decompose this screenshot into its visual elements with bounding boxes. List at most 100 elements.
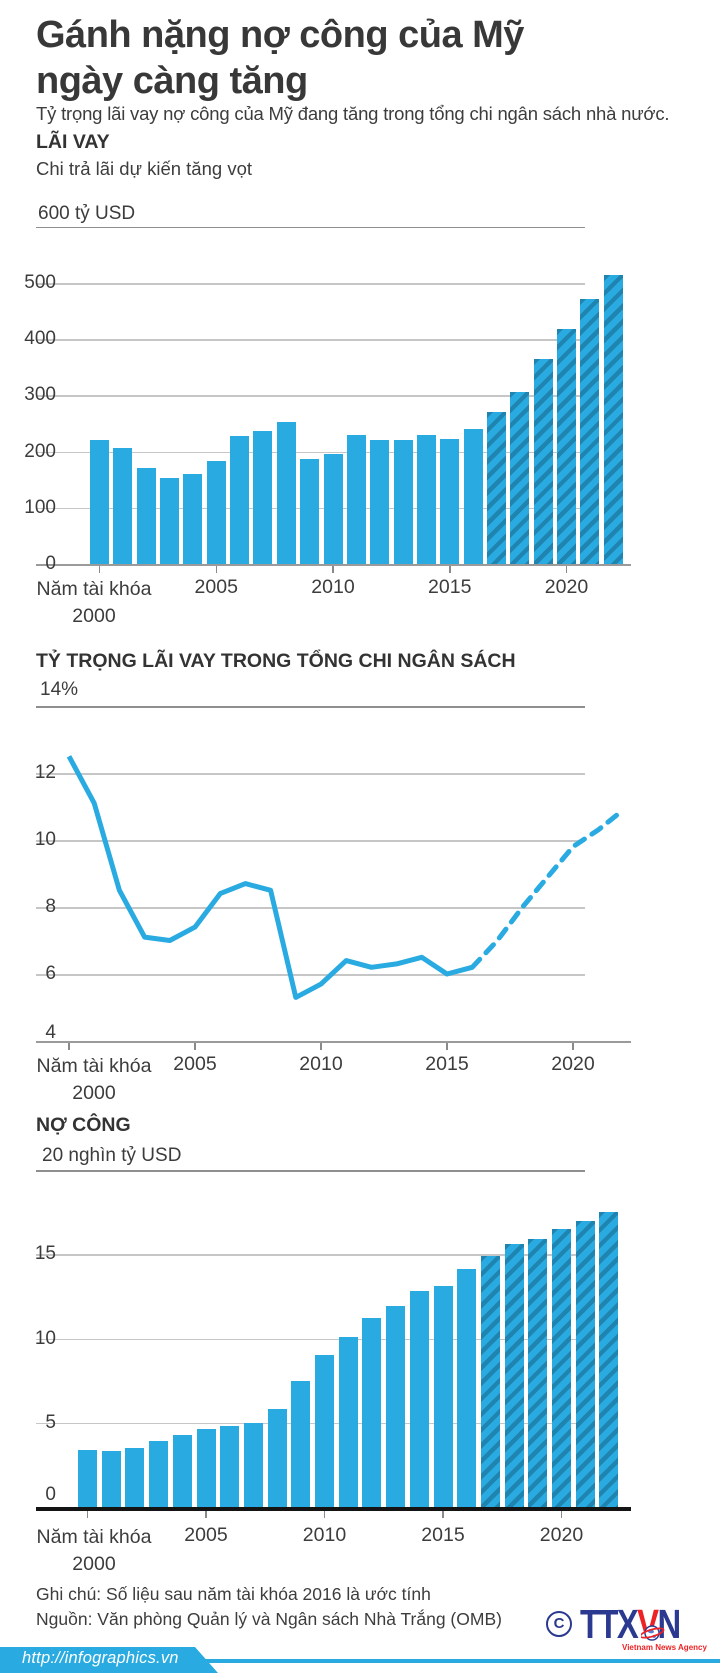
x-tick [323,1511,326,1518]
bar-chart-public-debt: 20 nghìn tỷ USD 5 10 15 0 Năm tài khóa 2000 200… [0,1130,720,1583]
bar-2012 [370,440,390,564]
bar-2009 [291,1380,311,1507]
y-tick-label: 200 [24,440,56,462]
bar-2022-estimated [599,1212,619,1507]
x-tick-label: 2000 [72,605,116,627]
x-tick-label: 2005 [194,576,238,598]
bar-2021-estimated [580,298,600,564]
logo-tagline: Vietnam News Agency [622,1643,707,1652]
bar-2022-estimated [603,274,623,564]
unit-label: 600 tỷ USD [38,203,136,224]
bar-2007 [243,1422,263,1507]
y-tick-label: 8 [45,896,56,917]
x-tick [442,1511,444,1518]
bar-2003 [149,1441,169,1507]
axis-caption: Năm tài khóa [36,578,152,600]
source-note: Nguồn: Văn phòng Quản lý và Ngân sách Nh… [36,1609,502,1629]
axis-caption: Năm tài khóa [36,1055,152,1077]
x-tick [215,565,217,573]
x-tick [194,1042,196,1050]
gridline-12 [36,773,585,775]
gridline-200 [36,451,585,454]
bar-2001 [113,448,133,564]
unit-label: 14% [40,679,79,700]
x-tick-label: 2010 [302,1524,347,1546]
section-subtitle-interest: Chi trả lãi dự kiến tăng vọt [36,158,252,179]
gridline-400 [36,339,585,341]
gridline-500 [36,283,585,285]
section-title-interest-share: TỶ TRỌNG LÃI VAY TRONG TỔNG CHI NGÂN SÁC… [36,650,516,672]
y-tick-label: 0 [45,1484,56,1505]
bar-2015 [440,438,460,564]
bar-2004 [183,474,203,564]
x-tick-label-first: Năm tài khóa 2000 [30,1053,158,1107]
bar-2014 [416,435,436,564]
x-axis-line [36,564,631,566]
x-tick-label-first: Năm tài khóa 2000 [30,576,158,630]
bar-2002 [125,1448,145,1507]
trend-line [66,755,626,1000]
x-tick-label: 2005 [173,1053,217,1075]
bar-2001 [101,1451,121,1507]
bar-2014 [409,1291,429,1507]
x-tick-label: 2005 [184,1524,228,1546]
y-tick-label: 0 [45,553,56,574]
section-title-interest: LÃI VAY [36,131,110,153]
gridline-10 [36,1338,585,1340]
x-tick [98,565,101,573]
unit-label: 20 nghìn tỷ USD [42,1145,182,1166]
x-tick [68,1042,70,1050]
x-tick-label: 2015 [428,576,472,598]
x-tick [320,1042,322,1050]
y-tick-label: 400 [24,328,56,350]
bar-2008 [267,1409,287,1507]
logo-n: N [657,1601,681,1647]
bar-2018-estimated [504,1244,524,1507]
bar-2021-estimated [575,1220,595,1507]
line-segment-actual [66,755,473,1000]
page-title: Gánh nặng nợ công của Mỹ ngày càng tăng [36,12,524,104]
bar-2019-estimated [533,358,553,564]
bar-2020-estimated [552,1228,571,1507]
line-segment-estimated [469,807,626,970]
y-tick-label: 5 [45,1411,56,1433]
axis-caption: Năm tài khóa [36,1526,152,1548]
x-tick-label: 2000 [72,1553,116,1575]
gridline-14 [36,706,585,708]
bar-2012 [362,1318,382,1507]
x-tick [560,1511,563,1518]
bar-2016 [463,429,483,564]
x-tick [565,565,568,573]
bar-2006 [230,436,250,564]
bar-2011 [346,434,366,564]
gridline-5 [36,1422,585,1425]
bar-2000 [78,1449,97,1507]
page-title-line2: ngày càng tăng [36,60,308,102]
gridline-300 [36,395,585,397]
gridline-20 [36,1170,585,1172]
bar-2017-estimated [486,412,506,564]
bar-2013 [393,439,413,564]
bar-2011 [338,1336,358,1507]
bar-2015 [433,1286,453,1507]
x-tick-label: 2020 [544,576,589,598]
x-tick-label: 2000 [72,1082,116,1104]
x-tick-label: 2010 [299,1053,343,1075]
y-tick-label: 4 [45,1022,56,1043]
y-tick-label: 12 [34,762,56,783]
section-title-public-debt: NỢ CÔNG [36,1114,131,1136]
x-tick [205,1511,207,1518]
footer-url[interactable]: http://infographics.vn [22,1649,179,1667]
x-axis-line [36,1507,631,1511]
bar-2018-estimated [510,391,530,564]
y-tick-label: 6 [45,963,56,984]
bar-2008 [276,421,296,564]
page-subtitle: Tỷ trọng lãi vay nợ công của Mỹ đang tăn… [36,103,670,124]
bar-2017-estimated [480,1255,500,1507]
y-tick-label: 500 [24,272,56,294]
bar-2010 [315,1355,334,1507]
y-tick-label: 100 [24,496,56,518]
x-tick [572,1042,574,1050]
gridline-10 [36,840,585,842]
